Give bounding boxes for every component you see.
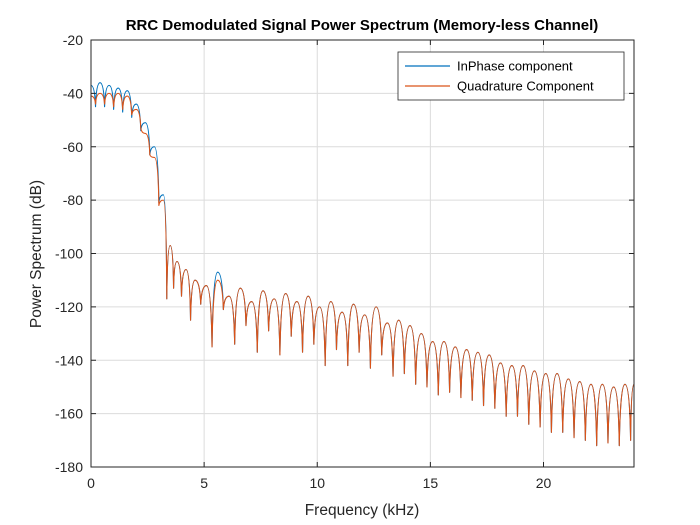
x-tick-label: 5 <box>200 475 208 491</box>
y-tick-label: -180 <box>55 459 83 475</box>
y-tick-label: -160 <box>55 406 83 422</box>
legend: InPhase component Quadrature Component <box>397 51 625 101</box>
x-tick-label: 15 <box>423 475 439 491</box>
x-axis-label: Frequency (kHz) <box>305 502 420 519</box>
y-tick-label: -60 <box>63 139 83 155</box>
legend-label-quadrature: Quadrature Component <box>457 79 594 94</box>
y-tick-label: -80 <box>63 192 83 208</box>
series-line-quadrature <box>91 92 634 447</box>
ticks: 0 5 10 15 20 -20 -40 -60 -80 -100 -120 -140 -160 -180 <box>55 32 634 491</box>
series-layer <box>91 82 634 447</box>
chart-title: RRC Demodulated Signal Power Spectrum (M… <box>126 17 599 34</box>
legend-label-inphase: InPhase component <box>457 59 573 74</box>
legend-box <box>397 51 625 101</box>
y-tick-label: -120 <box>55 299 83 315</box>
x-tick-label: 20 <box>536 475 552 491</box>
x-tick-label: 10 <box>309 475 325 491</box>
y-tick-label: -40 <box>63 85 83 101</box>
y-tick-label: -20 <box>63 32 83 48</box>
x-tick-label: 0 <box>87 475 95 491</box>
y-tick-label: -140 <box>55 352 83 368</box>
y-tick-label: -100 <box>55 246 83 262</box>
y-axis-label: Power Spectrum (dB) <box>28 180 45 328</box>
